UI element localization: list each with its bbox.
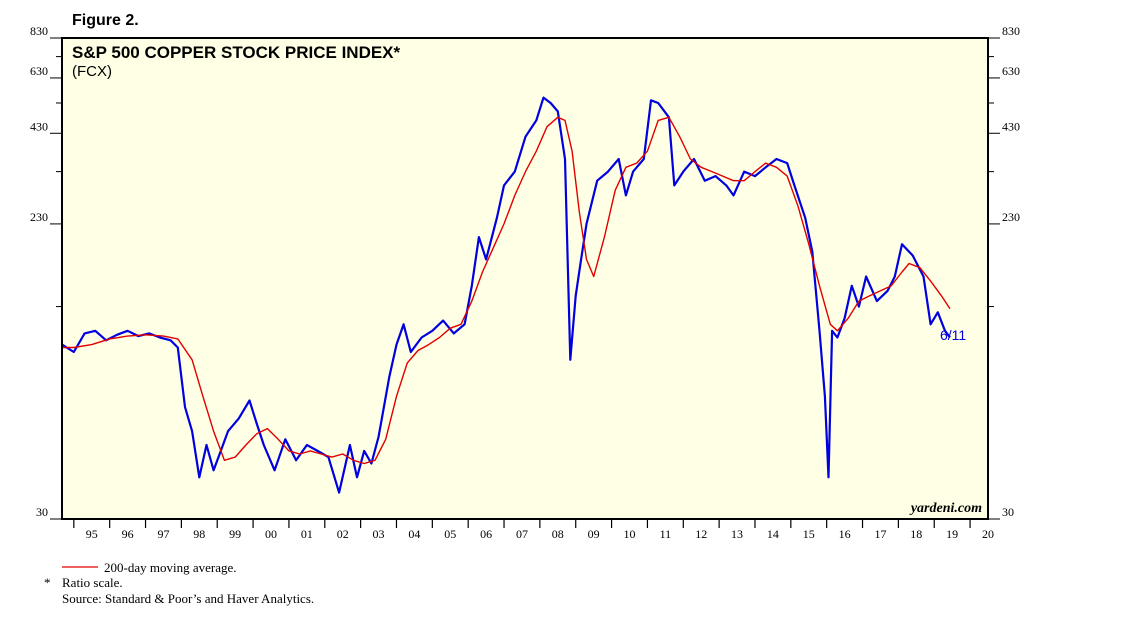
x-tick-label: 95 [86,527,98,541]
y-tick-label-left: 30 [36,505,48,519]
x-tick-label: 04 [408,527,420,541]
y-tick-label-left: 230 [30,210,48,224]
x-tick-label: 16 [839,527,851,541]
y-tick-label-right: 30 [1002,505,1014,519]
x-tick-label: 17 [874,527,886,541]
footnote-asterisk: * [44,575,51,590]
x-tick-label: 96 [122,527,134,541]
x-tick-label: 18 [910,527,922,541]
y-tick-label-right: 430 [1002,119,1020,133]
brand-watermark: yardeni.com [909,501,982,516]
x-tick-label: 11 [660,527,672,541]
x-tick-label: 97 [157,527,169,541]
x-tick-label: 07 [516,527,528,541]
y-tick-label-left: 630 [30,64,48,78]
y-tick-label-right: 230 [1002,210,1020,224]
plot-frame [61,37,989,520]
footnote-source: Source: Standard & Poor’s and Haver Anal… [62,591,314,606]
y-tick-label-left: 430 [30,119,48,133]
footnote-ratio-scale: Ratio scale. [62,575,123,590]
x-tick-label: 19 [946,527,958,541]
x-tick-label: 03 [373,527,385,541]
moving-average-line [62,116,951,465]
x-tick-label: 99 [229,527,241,541]
series-layer [61,96,951,494]
y-tick-label-right: 830 [1002,24,1020,38]
x-tick-label: 10 [624,527,636,541]
end-date-label: 6/11 [940,327,966,343]
plot-area [62,38,988,519]
right-axis: 30 230 430 630 830 [988,24,1020,520]
x-tick-label: 00 [265,527,277,541]
chart-title: S&P 500 COPPER STOCK PRICE INDEX* [72,43,401,62]
y-tick-label-left: 830 [30,24,48,38]
x-tick-label: 15 [803,527,815,541]
x-tick-label: 05 [444,527,456,541]
left-axis: 30 230 430 630 830 [30,24,62,520]
x-tick-label: 98 [193,527,205,541]
chart-subtitle: (FCX) [72,63,112,80]
x-tick-label: 13 [731,527,743,541]
figure-label: Figure 2. [72,12,139,29]
x-tick-label: 09 [588,527,600,541]
x-tick-label: 20 [982,527,994,541]
y-tick-label-right: 630 [1002,64,1020,78]
x-tick-label: 08 [552,527,564,541]
legend-ma-label: 200-day moving average. [104,560,236,575]
x-tick-label: 02 [337,527,349,541]
x-tick-label: 01 [301,527,313,541]
legend: 200-day moving average. [62,560,236,575]
x-tick-label: 12 [695,527,707,541]
x-tick-label: 14 [767,527,779,541]
x-tick-label: 06 [480,527,492,541]
x-axis: 95 96 97 98 99 00 01 02 03 04 05 06 07 08 09 10 11 12 13 14… [73,519,994,541]
